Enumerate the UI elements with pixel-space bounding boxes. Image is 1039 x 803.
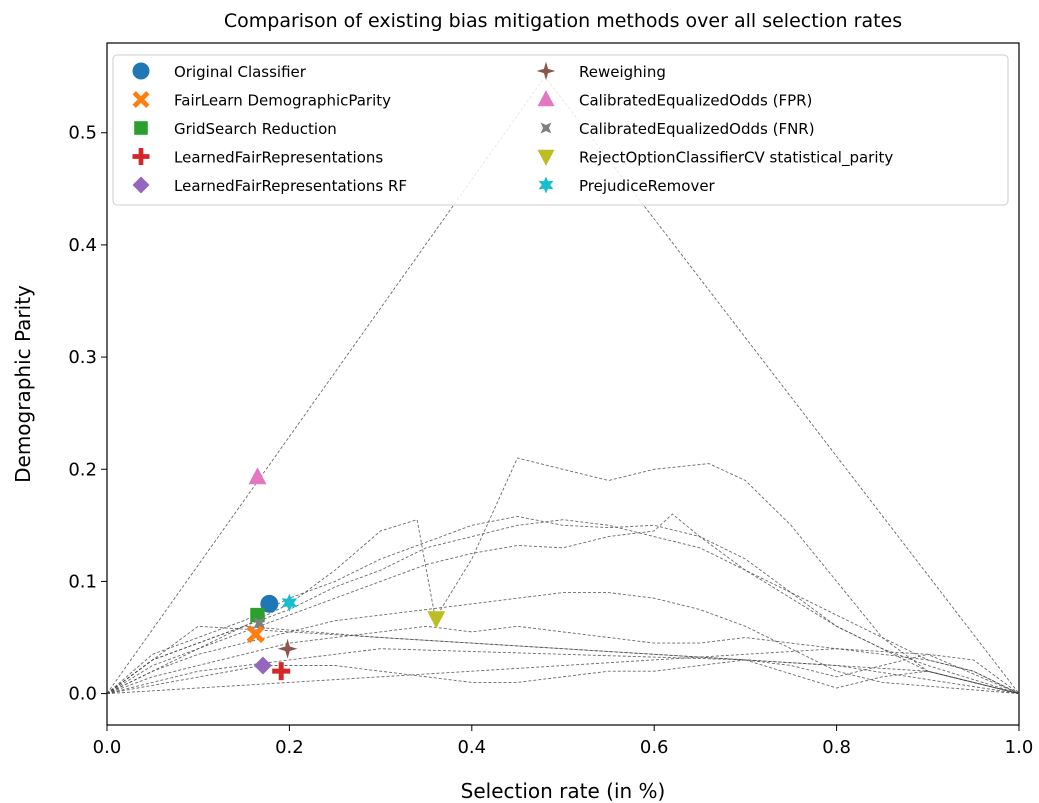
tradeoff-curve-5 <box>106 592 1020 695</box>
tradeoff-curve-2 <box>106 515 1020 695</box>
x-tick-label: 0.8 <box>822 737 851 758</box>
legend-marker-fairlearn-demographicparity <box>132 91 150 108</box>
point-gridsearch-reduction <box>250 607 265 623</box>
legend-marker-reweighing <box>536 61 556 81</box>
point-learnedfairrepresentations-rf <box>253 656 272 675</box>
chart-title: Comparison of existing bias mitigation m… <box>224 10 902 32</box>
legend-entries: Original Classifier FairLearn Demographic… <box>132 61 893 195</box>
tradeoff-curve-9 <box>106 648 1020 695</box>
x-tick-label: 0.6 <box>640 737 669 758</box>
legend-label-gridsearch-reduction: GridSearch Reduction <box>174 120 337 138</box>
x-axis-label: Selection rate (in %) <box>461 779 666 803</box>
legend: Original Classifier FairLearn Demographic… <box>112 54 1009 206</box>
x-tick-label: 0.4 <box>457 737 486 758</box>
y-tick-label: 0.0 <box>68 684 97 705</box>
legend-marker-original-classifier <box>132 62 150 80</box>
y-tick-label: 0.4 <box>68 235 97 256</box>
y-tick-label: 0.2 <box>68 459 97 480</box>
y-tick-label: 0.3 <box>68 347 97 368</box>
point-prejudiceremover <box>281 593 298 612</box>
tradeoff-curve-4 <box>106 513 1020 695</box>
y-axis-ticks: 0.0 0.1 0.2 0.3 0.4 0.5 <box>68 123 107 705</box>
legend-label-calibratedequalizedodds-fnr: CalibratedEqualizedOdds (FNR) <box>579 120 815 138</box>
legend-label-rejectoptionclassifiercv-statistical-parity: RejectOptionClassifierCV statistical_par… <box>579 149 893 168</box>
y-tick-label: 0.5 <box>68 123 97 144</box>
tradeoff-curve-3 <box>106 519 1020 695</box>
legend-marker-learnedfairrepresentations <box>132 148 150 165</box>
point-original-classifier <box>260 594 279 613</box>
marks-layer <box>246 467 446 681</box>
point-calibratedequalizedodds-fnr <box>253 617 266 629</box>
legend-marker-calibratedequalizedodds-fpr <box>537 90 555 107</box>
x-tick-label: 1.0 <box>1005 737 1034 758</box>
legend-marker-calibratedequalizedodds-fnr <box>540 122 552 134</box>
point-rejectoptionclassifiercv-statistical-parity <box>427 611 446 629</box>
legend-label-learnedfairrepresentations: LearnedFairRepresentations <box>174 149 383 167</box>
point-reweighing <box>277 638 298 659</box>
tradeoff-curve-8 <box>106 648 1020 695</box>
x-axis-ticks: 0.0 0.2 0.4 0.6 0.8 1.0 <box>93 725 1034 758</box>
legend-marker-rejectoptionclassifiercv-statistical-parity <box>537 149 555 166</box>
legend-marker-prejudiceremover <box>538 176 554 194</box>
legend-label-original-classifier: Original Classifier <box>174 63 307 81</box>
legend-label-calibratedequalizedodds-fpr: CalibratedEqualizedOdds (FPR) <box>579 92 812 110</box>
point-fairlearn-demographicparity <box>246 625 265 644</box>
point-calibratedequalizedodds-fpr <box>248 467 267 485</box>
tradeoff-curve-7 <box>106 653 1020 695</box>
y-axis-label: Demographic Parity <box>11 285 35 483</box>
point-learnedfairrepresentations <box>272 662 291 681</box>
y-tick-label: 0.1 <box>68 571 97 592</box>
tradeoff-curve-6 <box>106 625 1020 695</box>
legend-label-fairlearn-demographicparity: FairLearn DemographicParity <box>174 92 391 110</box>
legend-marker-learnedfairrepresentations-rf <box>132 176 150 194</box>
legend-label-reweighing: Reweighing <box>579 63 666 81</box>
x-tick-label: 0.0 <box>93 737 122 758</box>
legend-box <box>112 54 1009 206</box>
legend-label-learnedfairrepresentations-rf: LearnedFairRepresentations RF <box>174 177 407 195</box>
x-tick-label: 0.2 <box>275 737 304 758</box>
tradeoff-curve-11 <box>106 625 1020 695</box>
legend-label-prejudiceremover: PrejudiceRemover <box>579 177 716 195</box>
legend-marker-gridsearch-reduction <box>134 121 148 135</box>
